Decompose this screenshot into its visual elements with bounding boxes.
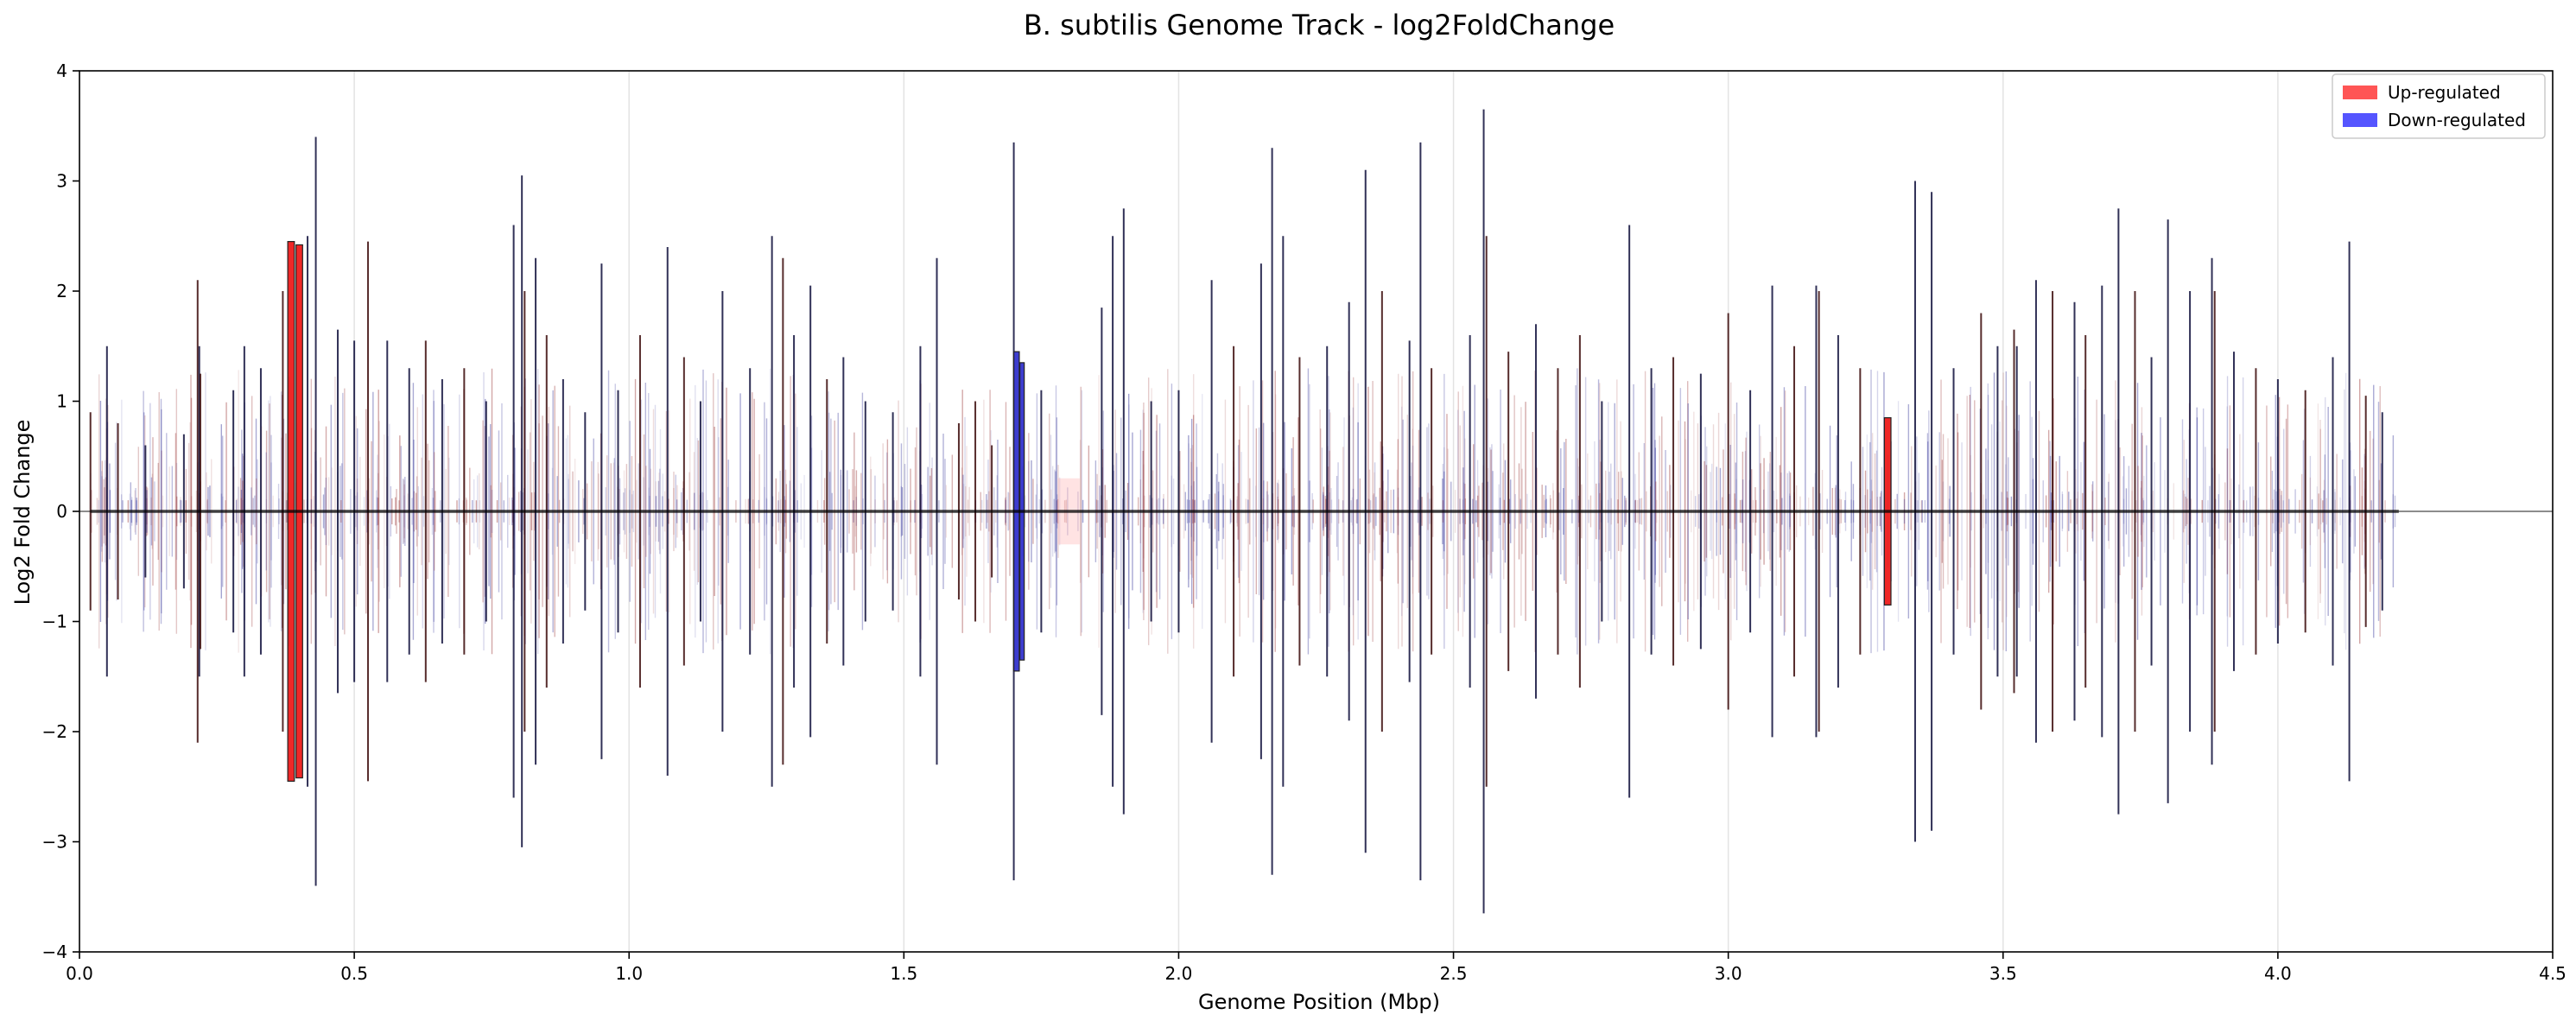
x-tick-label: 1.0 [615,963,643,984]
y-tick-label: 0 [56,501,67,522]
x-tick-label: 0.0 [66,963,93,984]
legend-label-up: Up-regulated [2388,82,2501,103]
x-tick-label: 2.0 [1165,963,1193,984]
y-axis-ticks: −4 −3 −2 −1 0 1 2 3 4 [42,60,79,962]
y-tick-label: 4 [56,60,67,81]
legend-label-down: Down-regulated [2388,110,2526,130]
x-tick-label: 2.5 [1440,963,1468,984]
x-tick-label: 0.5 [340,963,368,984]
x-tick-label: 3.5 [1989,963,2017,984]
y-axis-label: Log2 Fold Change [10,420,35,606]
y-tick-label: 3 [56,171,67,192]
y-tick-label: 2 [56,281,67,301]
legend-swatch-up [2343,86,2377,99]
y-tick-label: −4 [42,942,67,962]
y-tick-label: −1 [42,612,67,632]
chart-title: B. subtilis Genome Track - log2FoldChang… [1024,9,1615,41]
x-tick-label: 4.0 [2264,963,2292,984]
y-tick-label: −2 [42,721,67,742]
y-tick-label: 1 [56,391,67,412]
x-tick-label: 3.0 [1715,963,1742,984]
x-tick-label: 4.5 [2539,963,2566,984]
x-tick-label: 1.5 [890,963,917,984]
legend: Up-regulated Down-regulated [2332,73,2546,139]
x-axis-label: Genome Position (Mbp) [1198,990,1440,1014]
legend-box [2332,73,2546,139]
feature-bars [89,109,2399,914]
y-tick-label: −3 [42,832,67,853]
legend-swatch-down [2343,113,2377,127]
x-axis-ticks: 0.0 0.5 1.0 1.5 2.0 2.5 3.0 3.5 4.0 4.5 [66,952,2566,984]
